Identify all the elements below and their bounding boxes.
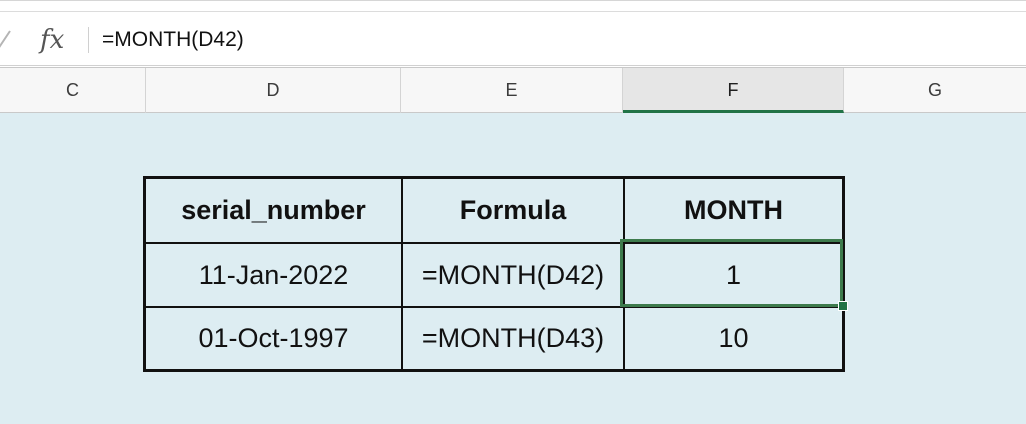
formula-bar-divider: [0, 11, 1026, 12]
header-month[interactable]: MONTH: [684, 195, 783, 225]
month-table: serial_number Formula MONTH 11-Jan-2022 …: [143, 176, 845, 372]
fill-handle[interactable]: [838, 301, 848, 311]
column-divider: [401, 179, 403, 369]
cell-d43[interactable]: 01-Oct-1997: [198, 323, 349, 353]
column-header-d[interactable]: D: [146, 68, 401, 113]
formula-input[interactable]: =MONTH(D42): [102, 28, 244, 51]
column-header-e[interactable]: E: [401, 68, 623, 113]
cell-f43[interactable]: 10: [718, 323, 749, 353]
formula-bar-bottom-border: [0, 65, 1026, 66]
cell-d42[interactable]: 11-Jan-2022: [198, 259, 349, 290]
column-header-g[interactable]: G: [927, 80, 942, 100]
column-header-c[interactable]: C: [0, 68, 146, 113]
row-divider: [146, 306, 842, 308]
column-divider: [623, 179, 625, 369]
header-formula[interactable]: Formula: [459, 195, 567, 225]
sheet-grid[interactable]: serial_number Formula MONTH 11-Jan-2022 …: [0, 113, 1026, 424]
cell-f42[interactable]: 1: [725, 259, 742, 290]
column-headers: C D E F G: [0, 68, 1026, 113]
column-header-f[interactable]: F: [623, 68, 844, 113]
header-serial-number[interactable]: serial_number: [181, 195, 366, 225]
fx-icon[interactable]: fx: [40, 25, 65, 55]
formula-bar-separator: [88, 27, 89, 53]
formula-bar: fx =MONTH(D42): [0, 0, 1026, 68]
row-divider: [146, 242, 842, 244]
edit-pencil-icon[interactable]: [0, 29, 12, 51]
cell-e43[interactable]: =MONTH(D43): [421, 323, 605, 353]
cell-e42[interactable]: =MONTH(D42): [421, 259, 605, 290]
